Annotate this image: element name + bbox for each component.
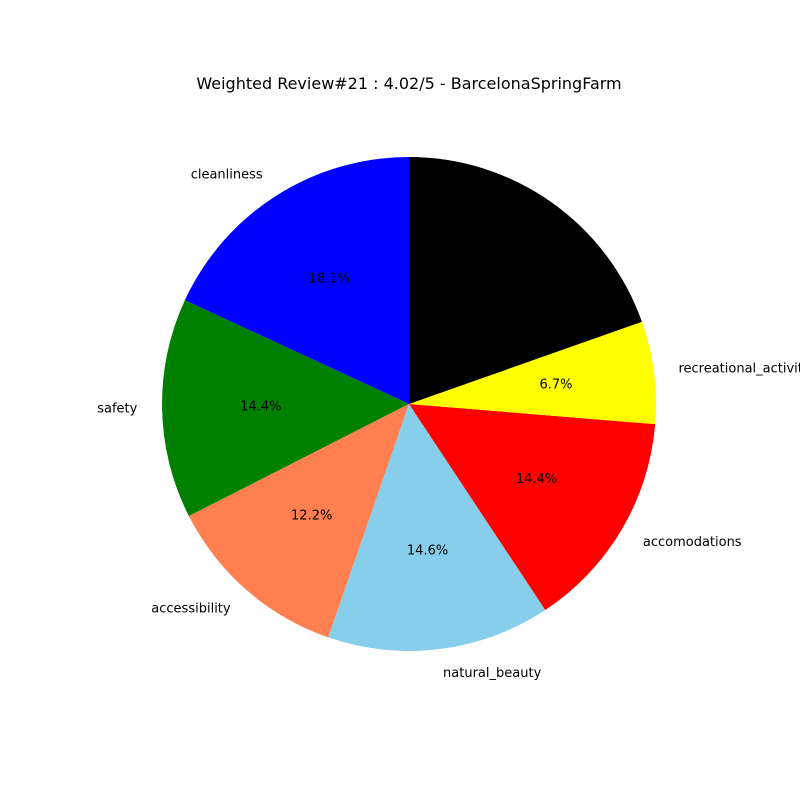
pie-slice-natural_beauty <box>328 404 546 652</box>
slice-label-recreational_activities: recreational_activities <box>678 362 800 377</box>
slice-label-cleanliness: cleanliness <box>191 168 263 183</box>
slice-percent-natural_beauty: 14.6% <box>407 544 448 559</box>
pie-slices <box>161 157 656 652</box>
chart-title: Weighted Review#21 : 4.02/5 - BarcelonaS… <box>196 74 621 93</box>
pie-slice-accomodations <box>409 404 656 611</box>
slice-percent-accessibility: 12.2% <box>291 508 332 523</box>
slice-percent-recreational_activities: 6.7% <box>539 377 572 392</box>
pie-labels: cleanliness 18.1% safety 14.4% accessibility… <box>97 168 800 682</box>
pie-slice-safety <box>161 300 409 517</box>
slice-percent-accomodations: 14.4% <box>516 472 557 487</box>
slice-label-accomodations: accomodations <box>643 535 742 550</box>
slice-percent-safety: 14.4% <box>240 399 281 414</box>
slice-percent-cleanliness: 18.1% <box>309 272 350 287</box>
pie-slice-recreational_activities <box>409 321 656 425</box>
slice-label-accessibility: accessibility <box>151 601 231 616</box>
pie-slice-unlabeled-6 <box>409 157 642 404</box>
pie-slice-cleanliness <box>184 157 409 404</box>
slice-label-natural_beauty: natural_beauty <box>443 666 542 681</box>
pie-slice-accessibility <box>188 404 409 638</box>
slice-label-safety: safety <box>97 402 137 417</box>
